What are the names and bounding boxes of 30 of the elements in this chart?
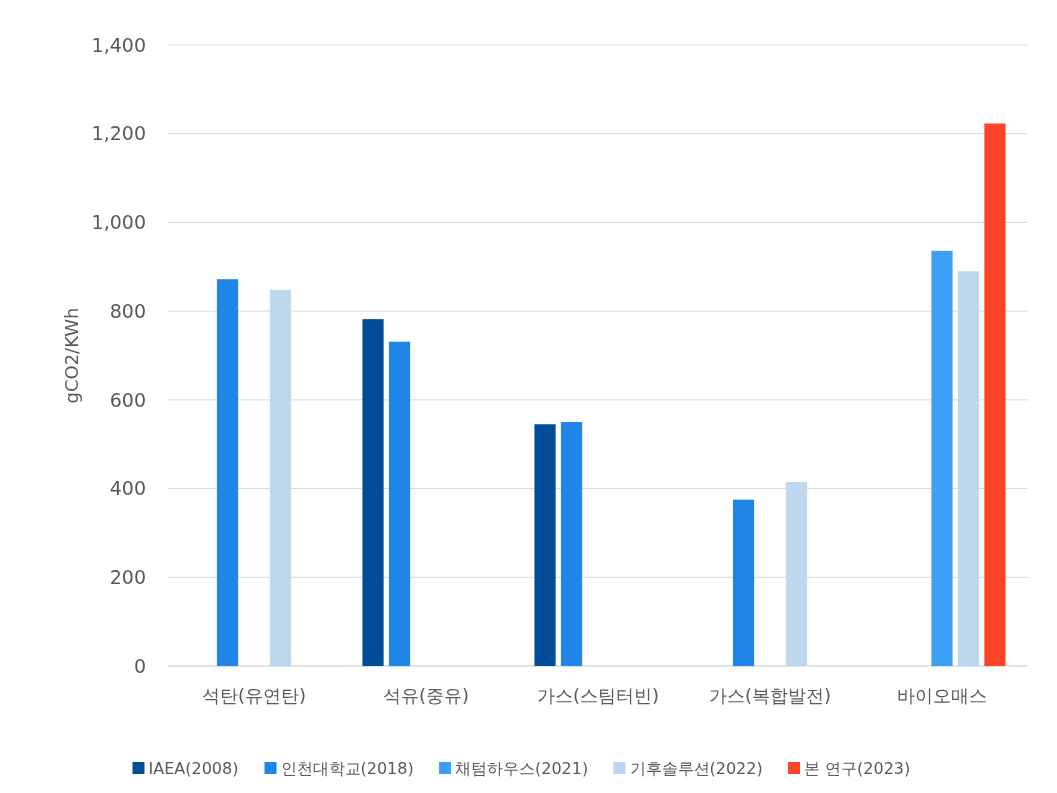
legend-label: 기후솔루션(2022) <box>629 758 763 778</box>
y-tick-label: 800 <box>109 299 146 322</box>
legend-label: IAEA(2008) <box>148 758 239 778</box>
bar <box>785 481 808 666</box>
bar <box>534 424 556 666</box>
bar <box>560 422 583 666</box>
y-tick-label: 400 <box>109 477 146 500</box>
y-tick-label: 1,000 <box>91 211 146 234</box>
legend-label: 본 연구(2023) <box>804 758 911 778</box>
bar <box>984 123 1006 666</box>
y-tick-label: 200 <box>109 565 146 588</box>
y-tick-label: 600 <box>109 388 146 411</box>
bar <box>362 319 384 666</box>
x-tick-label: 석유(중유) <box>382 685 470 706</box>
y-tick-label: 0 <box>133 654 146 677</box>
bar <box>216 279 239 666</box>
bar <box>957 271 980 666</box>
legend-label: 인천대학교(2018) <box>280 758 414 778</box>
x-tick-label: 가스(스팀터빈) <box>536 685 660 706</box>
x-tick-label: 가스(복합발전) <box>708 685 832 706</box>
bar <box>269 289 292 666</box>
y-tick-label: 1,200 <box>91 122 146 145</box>
bar <box>732 499 755 666</box>
bar <box>931 250 953 666</box>
x-tick-label: 바이오매스 <box>897 685 987 706</box>
legend-label: 채텀하우스(2021) <box>455 758 589 778</box>
bar <box>388 341 411 666</box>
y-tick-label: 1,400 <box>91 33 146 56</box>
y-axis-title: gCO2/KWh <box>61 307 82 404</box>
x-tick-label: 석탄(유연탄) <box>201 685 307 706</box>
